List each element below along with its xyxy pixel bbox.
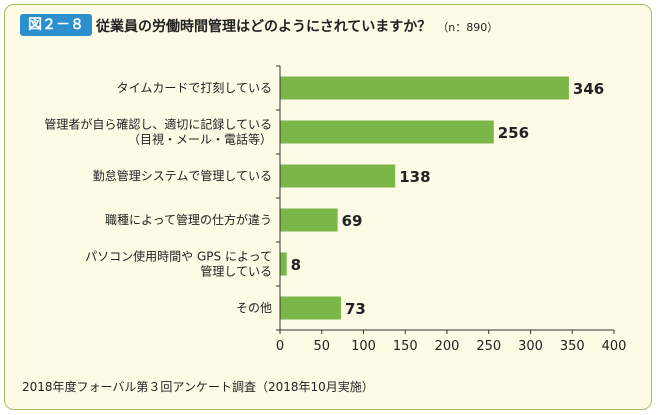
category-label: 管理している: [200, 264, 272, 279]
data-label: 138: [399, 168, 430, 186]
bar: [280, 120, 494, 144]
x-tick-label: 50: [313, 339, 330, 354]
figure-title-row: 従業員の労働時間管理はどのようにされていますか？ （n：890）: [96, 16, 498, 36]
x-tick-label: 100: [351, 339, 376, 354]
bar: [280, 208, 338, 232]
x-tick-label: 350: [560, 339, 585, 354]
x-tick-label: 0: [276, 339, 284, 354]
category-label: その他: [236, 301, 272, 315]
bar: [280, 164, 396, 188]
x-tick-label: 150: [393, 339, 418, 354]
survey-source-note: 2018年度フォーバル第３回アンケート調査（2018年10月実施）: [22, 380, 374, 394]
data-label: 73: [345, 300, 366, 318]
x-tick-label: 300: [518, 339, 543, 354]
data-label: 346: [573, 80, 604, 98]
figure-frame: [4, 4, 652, 410]
figure-number-badge: 図２－８: [20, 14, 92, 36]
x-tick-label: 250: [476, 339, 501, 354]
sample-size-note: （n：890）: [437, 21, 499, 34]
bar: [280, 76, 569, 100]
data-label: 8: [291, 256, 301, 274]
category-label: （目視・メール・電話等）: [128, 132, 272, 147]
category-label: 勤怠管理システムで管理している: [93, 168, 272, 183]
category-label: 職種によって管理の仕方が違う: [105, 212, 272, 227]
bar: [280, 296, 341, 320]
x-tick-label: 400: [602, 339, 627, 354]
x-tick-label: 200: [435, 339, 460, 354]
category-label: タイムカードで打刻している: [117, 81, 272, 95]
category-label: 管理者が自ら確認し、適切に記録している: [44, 117, 272, 132]
category-label: パソコン使用時間や GPS によって: [85, 249, 272, 264]
data-label: 69: [342, 212, 363, 230]
bar: [280, 252, 287, 276]
figure-title: 従業員の労働時間管理はどのようにされていますか？: [96, 19, 432, 35]
data-label: 256: [498, 124, 529, 142]
